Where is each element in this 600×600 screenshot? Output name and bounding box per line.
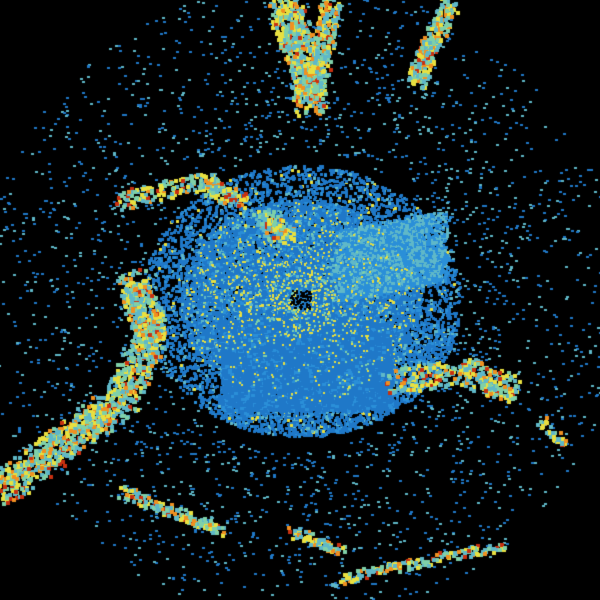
radar-image — [0, 0, 600, 600]
